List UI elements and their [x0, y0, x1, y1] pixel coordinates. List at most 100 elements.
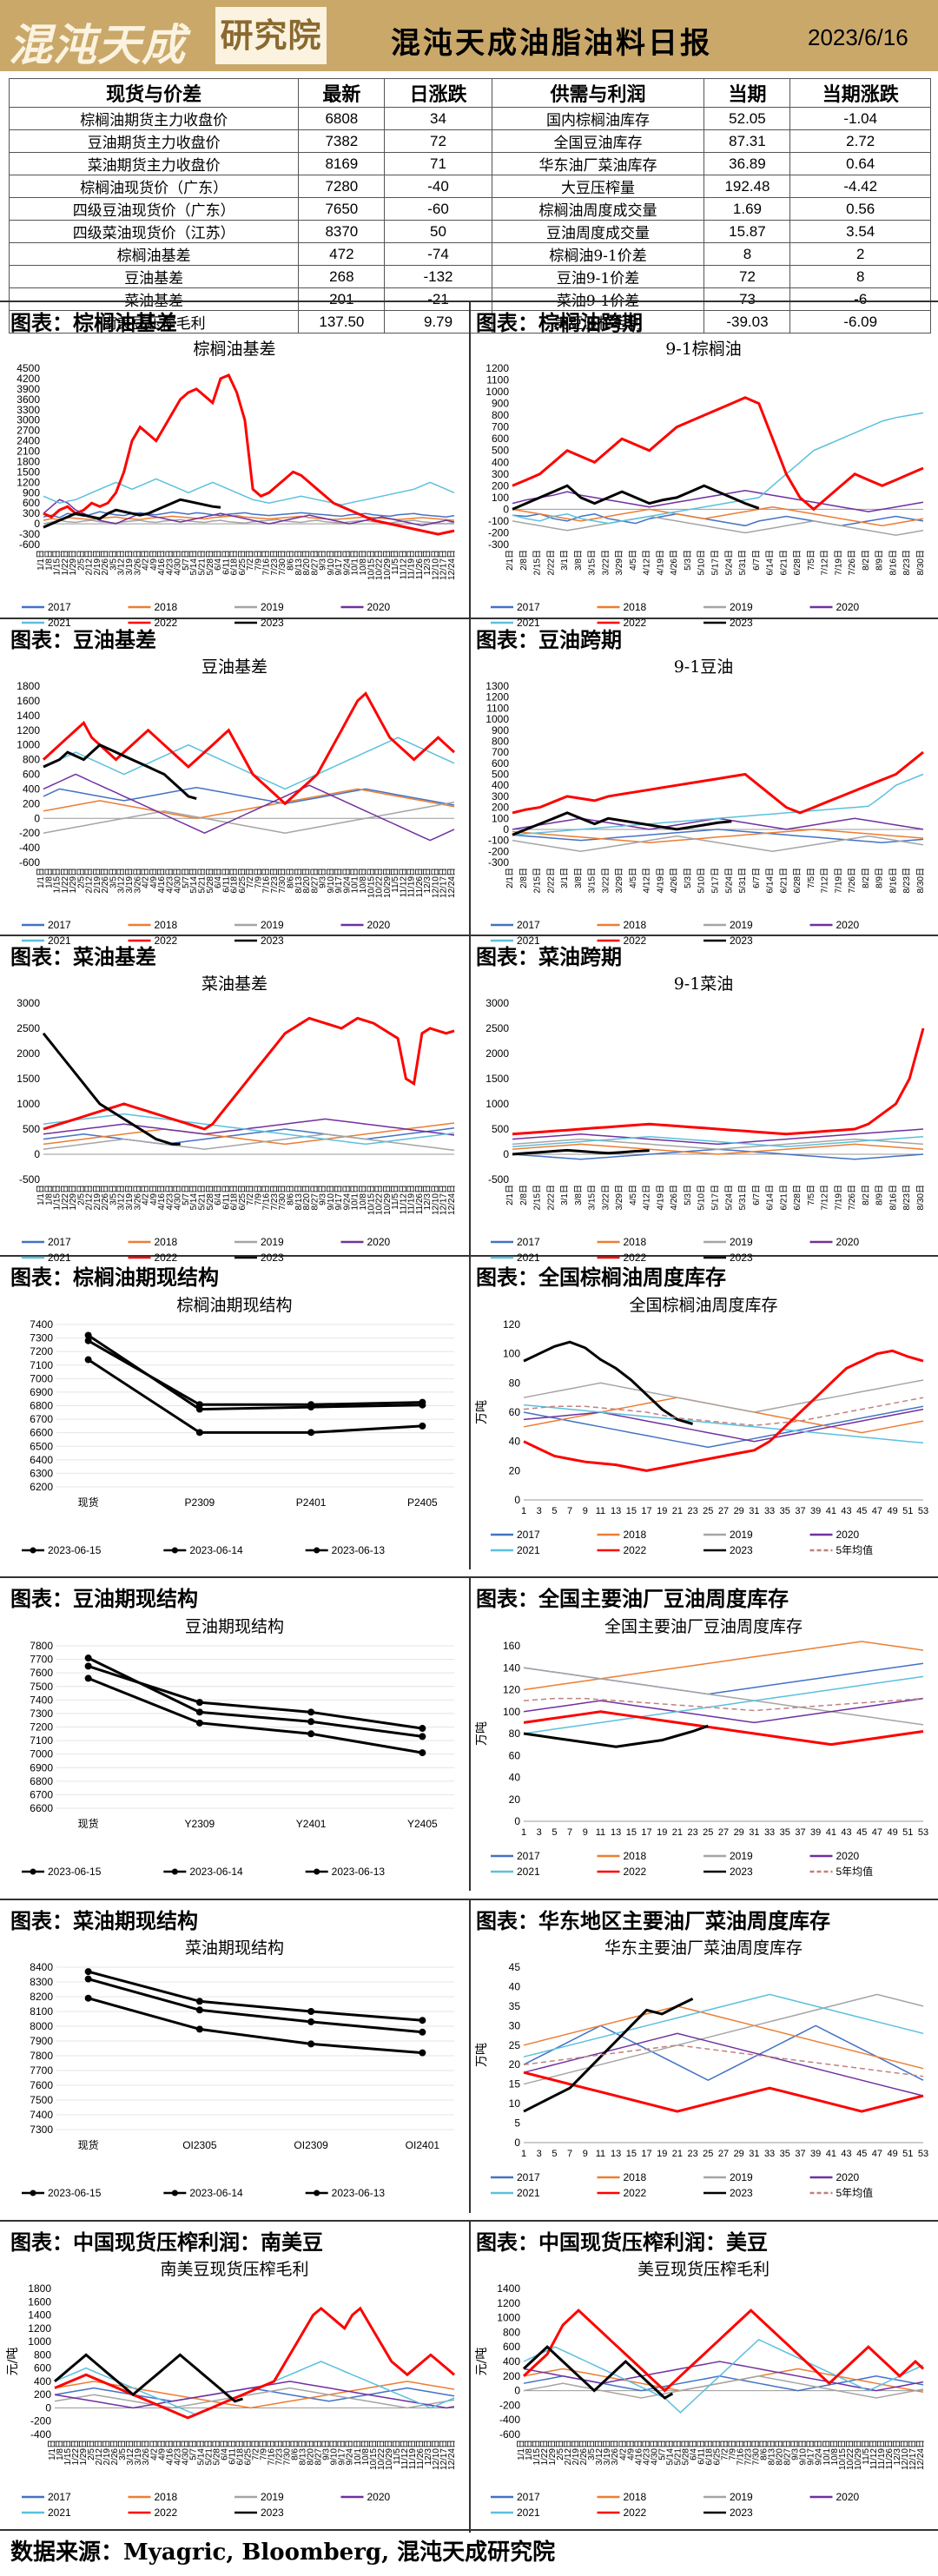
x-tick-label: 3/5日 — [118, 2440, 128, 2460]
legend-label: 2023-06-14 — [189, 1544, 243, 1556]
table-cell: 9.79 — [384, 310, 492, 334]
x-tick-label: 4/23日 — [173, 2440, 182, 2465]
table-cell: 四级菜油现货价（江苏） — [8, 220, 300, 243]
x-tick-label: 1/8日 — [44, 550, 54, 571]
x-tick-label: OI2309 — [294, 2139, 328, 2151]
legend-label: 2018 — [155, 601, 178, 613]
y-tick-label: 200 — [23, 797, 40, 809]
y-tick-label: 100 — [492, 812, 509, 824]
x-tick-label: 7/26日 — [848, 550, 857, 575]
x-tick-label: 11/5日 — [391, 550, 400, 575]
y-tick-label: 1000 — [28, 2335, 51, 2348]
x-tick-label: 51 — [902, 1506, 913, 1516]
x-tick-label: 8/27日 — [783, 2440, 793, 2465]
chart-title: 全国主要油厂豆油周度库存 — [604, 1617, 803, 1636]
series-line — [512, 489, 924, 512]
x-tick-label: 2/26日 — [110, 2440, 120, 2465]
x-tick-label: 12/3日 — [423, 550, 433, 575]
y-tick-label: -200 — [19, 827, 40, 839]
y-tick-label: 900 — [492, 398, 509, 410]
legend-marker — [314, 1547, 320, 1554]
data-point — [84, 1994, 92, 2002]
x-tick-label: 1 — [521, 1827, 526, 1838]
legend-label: 2022 — [155, 935, 178, 947]
x-tick-label: 6/28日 — [793, 550, 803, 575]
x-tick-label: 10/22日 — [375, 868, 385, 898]
section-header: 图表：菜油期现结构 图表：华东地区主要油厂菜油周度库存 — [0, 1900, 938, 1933]
y-tick-label: 1400 — [17, 710, 40, 722]
x-tick-label: 6/18日 — [230, 550, 240, 575]
x-tick-label: 53 — [918, 2149, 928, 2159]
legend-label: 2022 — [624, 1544, 647, 1556]
data-point — [195, 1699, 203, 1707]
x-tick-label: 7/5日 — [807, 1185, 816, 1205]
x-tick-label: 2/1日 — [505, 868, 515, 888]
y-tick-label: 200 — [503, 2370, 520, 2382]
legend-label: 2023-06-13 — [332, 1544, 386, 1556]
x-tick-label: 5/17日 — [711, 1185, 721, 1210]
y-tick-label: 1800 — [17, 680, 40, 692]
x-tick-label: 12/10日 — [901, 2440, 910, 2470]
x-tick-label: 8/6日 — [291, 2440, 301, 2460]
series-line — [523, 1697, 924, 1712]
x-tick-label: 5/3日 — [684, 868, 693, 888]
x-tick-label: 7/30日 — [278, 1185, 287, 1210]
x-tick-label: 6/18日 — [230, 868, 240, 893]
legend-label: 2017 — [517, 1236, 540, 1248]
table-cell: 四级豆油现货价（广东） — [8, 197, 300, 221]
y-tick-label: -400 — [30, 2428, 51, 2441]
series-line — [523, 2024, 924, 2082]
series-line — [43, 788, 455, 820]
y-tick-label: 3000 — [486, 997, 509, 1009]
table-header: 供需与利润 — [491, 78, 705, 108]
y-tick-label: 500 — [23, 1123, 40, 1135]
legend-label: 2019 — [730, 2171, 753, 2183]
x-tick-label: 5/28日 — [206, 550, 215, 575]
x-tick-label: 7 — [567, 2149, 572, 2159]
y-tick-label: 2500 — [17, 1022, 40, 1034]
report-date: 2023/6/16 — [808, 24, 908, 50]
series-line — [512, 396, 924, 512]
x-tick-label: 7/23日 — [744, 2440, 754, 2465]
x-tick-label: 45 — [856, 2149, 867, 2159]
data-point — [419, 2028, 426, 2036]
x-tick-label: 10/15日 — [367, 1185, 376, 1215]
y-tick-label: 300 — [492, 468, 509, 480]
table-cell: 棕榈油基差 — [8, 242, 300, 266]
series-line — [42, 691, 456, 806]
legend-label: 2018 — [624, 601, 647, 613]
series-line — [523, 2338, 924, 2414]
y-tick-label: 900 — [23, 486, 40, 499]
table-cell: 菜油期货主力收盘价 — [8, 152, 300, 175]
x-tick-label: 7/9日 — [254, 1185, 263, 1205]
column-divider — [469, 936, 471, 1278]
legend-label: 2017 — [517, 919, 540, 931]
table-cell: 菜油9-1价差 — [491, 287, 705, 311]
x-tick-label: 10/8日 — [361, 2440, 371, 2465]
x-tick-label: 23 — [687, 1827, 697, 1838]
x-tick-label: 5/7日 — [182, 550, 191, 571]
x-tick-label: 2/12日 — [95, 2440, 104, 2465]
x-tick-label: 7/9日 — [254, 868, 263, 888]
x-tick-label: 9/17日 — [807, 2440, 816, 2465]
chart-title: 豆油期现结构 — [185, 1617, 284, 1636]
y-tick-label: 2100 — [17, 446, 40, 458]
series-line — [523, 1408, 924, 1443]
y-tick-label: -600 — [499, 2428, 520, 2441]
legend-label: 2017 — [48, 601, 71, 613]
section-divider — [0, 1899, 938, 1900]
x-tick-label: 45 — [856, 1827, 867, 1838]
series-line — [523, 1349, 924, 1472]
series-line — [88, 1677, 423, 1754]
legend-label: 2019 — [730, 2491, 753, 2503]
x-tick-label: 8/30日 — [916, 550, 926, 575]
x-tick-label: 2/12日 — [85, 1185, 95, 1210]
x-tick-label: 35 — [780, 2149, 790, 2159]
x-tick-label: 9 — [583, 1506, 588, 1516]
series-line — [512, 515, 924, 536]
series-line — [88, 1997, 423, 2055]
legend-label: 2018 — [155, 1236, 178, 1248]
y-tick-label: 400 — [492, 779, 509, 791]
x-tick-label: 2/19日 — [93, 550, 102, 575]
table-cell: 全国豆油库存 — [491, 129, 705, 153]
